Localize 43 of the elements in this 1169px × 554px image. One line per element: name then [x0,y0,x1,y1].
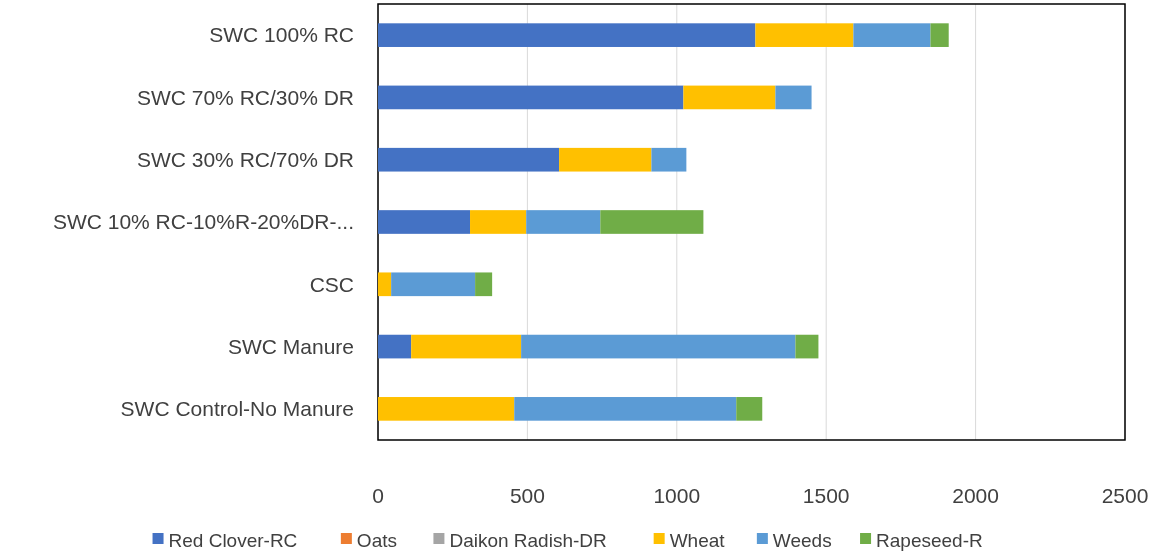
y-tick-label: CSC [309,272,354,296]
y-tick-label: SWC 100% RC [209,23,354,47]
bar [521,334,796,359]
x-tick-label: 1500 [802,484,850,507]
legend-label: Oats [356,529,397,551]
y-tick-label: SWC 10% RC-10%R-20%DR-... [52,210,354,234]
y-tick-label: SWC 70% RC/30% DR [136,85,354,109]
bar [378,334,412,359]
bar [470,210,527,234]
x-tick-label: 1000 [653,484,701,507]
legend-label: Weeds [772,529,832,551]
bar [411,334,522,359]
y-tick-label: SWC Control-No Manure [120,397,354,421]
bar [775,85,812,110]
bar [853,23,931,47]
bar [651,147,687,172]
bar [526,210,601,234]
y-tick-label: SWC 30% RC/70% DR [136,148,354,172]
bar [378,210,471,234]
bar [755,23,854,47]
bar [475,272,493,297]
bar [378,147,560,172]
bar [378,397,515,421]
bar [391,272,476,297]
bar [683,85,776,110]
legend-label: Red Clover-RC [168,529,298,551]
y-tick-label: SWC Manure [227,334,354,358]
x-tick-label: 0 [372,484,384,507]
bar [378,85,684,110]
bar [795,334,819,359]
bar [559,147,652,172]
legend-label: Wheat [669,529,726,551]
bar [736,397,763,421]
bar [930,23,949,47]
legend-label: Daikon Radish-DR [449,529,607,551]
bar [600,210,704,234]
x-tick-label: 500 [509,484,545,507]
legend-label: Rapeseed-R [876,529,983,551]
bar [378,23,756,47]
bar [514,397,737,421]
bar [378,272,392,297]
x-tick-label: 2500 [1101,484,1149,507]
x-tick-label: 2000 [952,484,999,507]
